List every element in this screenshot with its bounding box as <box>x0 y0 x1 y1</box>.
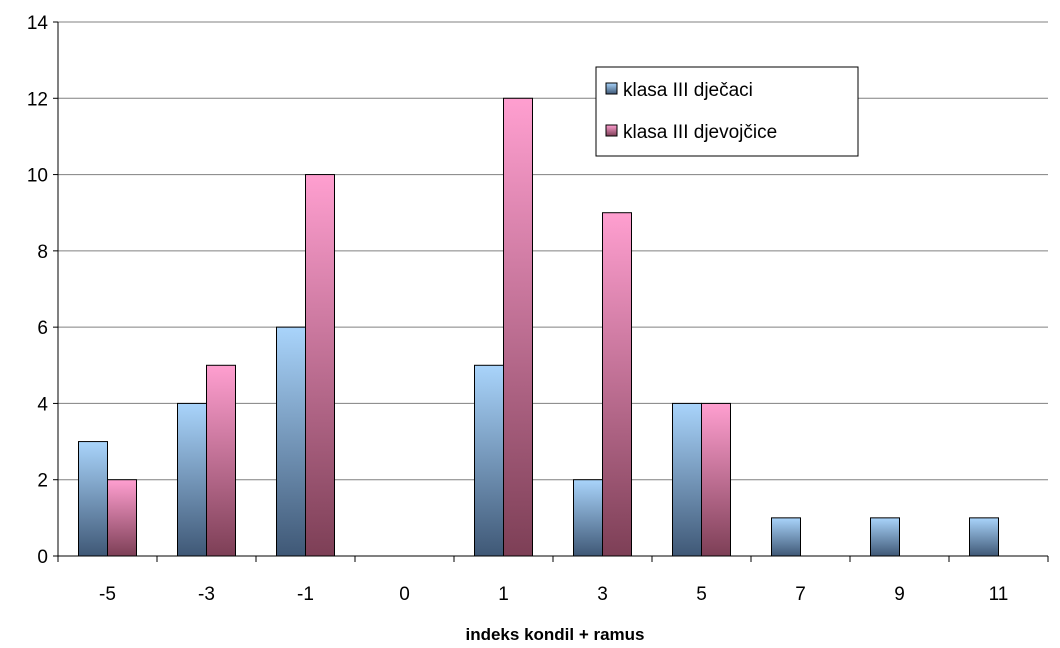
x-tick-label: 0 <box>399 584 410 605</box>
bar-boys <box>474 364 504 557</box>
x-tick-label: 5 <box>696 584 707 605</box>
y-tick-label: 12 <box>27 89 48 110</box>
bar-boys <box>771 517 801 557</box>
x-axis-ticks: -5 -3 -1 0 1 3 5 7 9 11 <box>57 556 1049 605</box>
bars <box>78 97 999 557</box>
bar-boys <box>870 517 900 557</box>
y-tick-label: 10 <box>27 166 48 187</box>
bar-boys <box>78 441 108 557</box>
legend-label-boys: klasa III dječaci <box>623 80 753 101</box>
y-tick-label: 8 <box>37 242 48 263</box>
legend-box <box>595 66 859 157</box>
x-tick-label: 7 <box>795 584 806 605</box>
y-tick-label: 6 <box>37 318 48 339</box>
bar-girls <box>602 212 632 557</box>
bar-girls <box>305 174 335 557</box>
legend: klasa III dječaci klasa III djevojčice <box>595 66 859 157</box>
y-tick-label: 2 <box>37 471 48 492</box>
legend-swatch-boys <box>605 82 618 95</box>
x-tick-label: 9 <box>894 584 905 605</box>
legend-label-girls: klasa III djevojčice <box>623 122 777 143</box>
x-tick-label: -5 <box>99 584 116 605</box>
bar-boys <box>672 402 702 557</box>
bar-boys <box>969 517 999 557</box>
x-tick-label: -3 <box>198 584 215 605</box>
x-tick-label: -1 <box>297 584 314 605</box>
bar-boys <box>276 326 306 557</box>
y-tick-label: 14 <box>27 13 49 34</box>
bar-girls <box>107 479 137 557</box>
bar-boys <box>177 402 207 557</box>
y-tick-label: 4 <box>37 394 48 415</box>
y-axis-ticks: 0 2 4 6 8 10 12 14 <box>27 13 58 568</box>
bar-girls <box>701 402 731 557</box>
x-tick-label: 3 <box>597 584 608 605</box>
y-tick-label: 0 <box>37 547 48 568</box>
x-tick-label: 1 <box>498 584 509 605</box>
bar-boys <box>573 479 603 557</box>
x-axis-title: indeks kondil + ramus <box>465 625 644 644</box>
legend-swatch-girls <box>605 124 618 137</box>
x-tick-label: 11 <box>989 584 1009 605</box>
bar-girls <box>206 364 236 557</box>
bar-girls <box>503 97 533 557</box>
